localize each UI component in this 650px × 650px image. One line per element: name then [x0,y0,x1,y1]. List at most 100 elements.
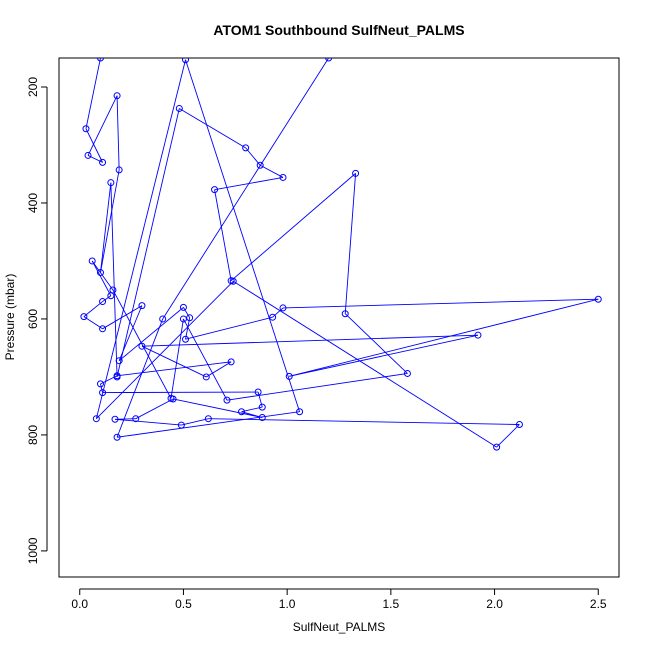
data-point [403,369,411,377]
series-line-segment [179,108,246,149]
series-line-segment [100,169,120,273]
data-point [96,269,104,277]
data-point [92,415,100,423]
data-point [254,388,262,396]
data-point [279,304,287,312]
series-line-segment [185,317,191,340]
x-tick-label: 2.5 [590,597,607,611]
series-line-segment [185,59,301,412]
data-point [227,358,235,366]
data-point [107,292,115,300]
series-line-segment [114,418,182,426]
plot-frame [58,57,620,578]
series-line-segment [344,313,408,374]
series-line-segment [116,95,120,170]
series-line-segment [282,298,599,309]
data-point [80,313,88,321]
x-tick-label: 0.5 [175,597,192,611]
y-tick-label: 800 [26,425,40,445]
series-line-segment [102,295,112,302]
series-line-segment [162,58,330,320]
data-point [341,310,349,318]
data-point [99,158,107,166]
data-point [474,331,482,339]
data-point [515,420,523,428]
series-line-segment [85,58,101,129]
series-line-segment [117,411,300,438]
y-tick-label: 200 [26,77,40,97]
data-point [113,433,121,441]
series-line-segment [102,305,143,330]
series-line-segment [172,398,263,418]
data-point [138,342,146,350]
y-axis: 200 400 600 800 1000 [26,77,48,564]
series-line-segment [118,305,143,361]
data-point [113,372,121,380]
data-point [159,315,167,323]
data-point [96,380,104,388]
series-line-segment [95,59,186,419]
series-line-segment [496,424,520,448]
data-point [186,314,194,322]
x-tick-label: 1.5 [383,597,400,611]
data-point [88,257,96,265]
series-line-segment [141,345,207,378]
data-layer [80,58,602,451]
series-line-segment [183,307,191,319]
series-line-segment [289,334,479,377]
data-point [285,372,293,380]
data-point [352,169,360,177]
data-point [84,151,92,159]
data-point [256,161,264,169]
data-point [115,357,123,365]
x-tick-label: 1.0 [279,597,296,611]
data-point [96,58,104,62]
data-point [99,389,107,397]
data-point [182,335,190,343]
series-line-segment [110,182,118,377]
series-line-segment [181,418,209,426]
data-point [325,58,333,62]
data-point [242,144,250,152]
series-line-segment [112,289,172,399]
chart-title: ATOM1 Southbound SulfNeut_PALMS [213,22,464,38]
series-line-segment [117,361,232,377]
x-axis-label: SulfNeut_PALMS [293,620,386,634]
series-line-segment [141,334,478,347]
data-point [493,443,501,451]
series-line-segment [135,398,174,420]
data-point [594,295,602,303]
series-line-segment [100,182,112,273]
series-line-segment [83,316,103,330]
series-line-segment [96,280,234,420]
series-line-segment [206,361,232,378]
data-point [279,173,287,181]
series-line-segment [208,418,520,425]
data-point [177,421,185,429]
series-line-segment [214,189,232,281]
data-point [111,415,119,423]
data-point [238,408,246,416]
series-line-segment [344,173,357,314]
series-line-segment [230,173,356,282]
data-point [99,298,107,306]
data-point [182,58,190,64]
series-line-segment [87,95,118,156]
series-line-segment [116,318,164,438]
series-line-segment [185,316,273,340]
y-tick-label: 400 [26,193,40,213]
data-point [211,186,219,194]
series-line-segment [118,307,184,362]
series-line-segment [83,301,103,317]
data-point [202,373,210,381]
data-point [107,179,115,187]
series-line-segment [226,373,408,401]
data-point [175,104,183,112]
data-point [132,415,140,423]
data-point [296,408,304,416]
series-line-segment [289,298,599,377]
data-point [258,403,266,411]
data-point [179,303,187,311]
series-line-segment [85,128,103,163]
series-line-segment [272,307,284,318]
